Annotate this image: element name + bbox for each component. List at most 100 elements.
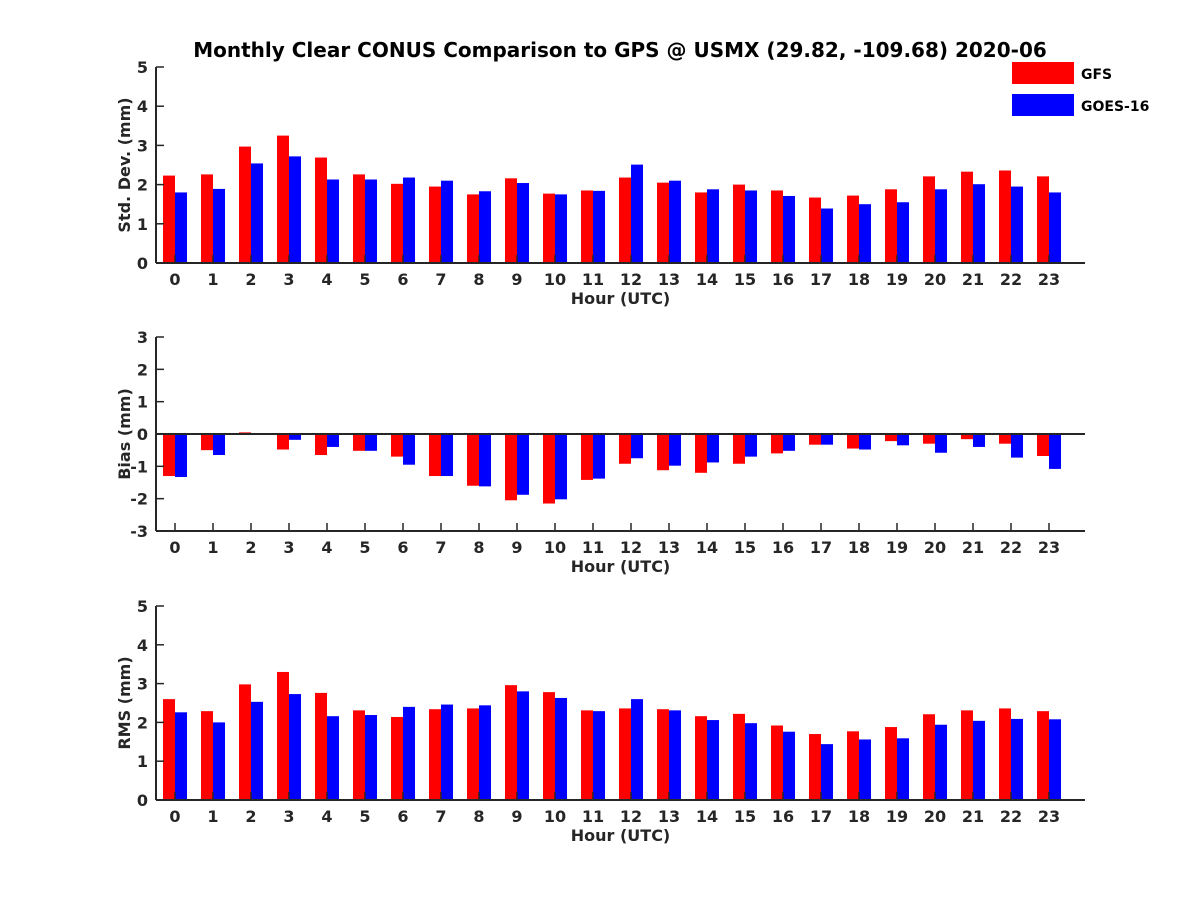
bar-goes16-4 (327, 179, 339, 263)
bar-gfs-18 (847, 434, 859, 449)
bar-gfs-6 (391, 183, 403, 263)
bar-gfs-15 (733, 713, 745, 800)
bar-goes16-8 (479, 191, 491, 263)
bar-goes16-9 (517, 691, 529, 800)
bar-goes16-18 (859, 434, 871, 450)
x-tick-label: 16 (772, 807, 794, 826)
bar-goes16-12 (631, 164, 643, 263)
bar-gfs-21 (961, 171, 973, 263)
x-tick-label: 23 (1038, 538, 1060, 557)
bar-gfs-3 (277, 434, 289, 450)
x-tick-label: 15 (734, 807, 756, 826)
bar-goes16-5 (365, 434, 377, 451)
bar-gfs-5 (353, 174, 365, 263)
bar-gfs-17 (809, 734, 821, 800)
x-tick-label: 6 (397, 807, 408, 826)
bar-goes16-5 (365, 179, 377, 263)
x-tick-label: 1 (207, 538, 218, 557)
bar-goes16-4 (327, 716, 339, 800)
bar-goes16-14 (707, 720, 719, 800)
x-tick-label: 16 (772, 538, 794, 557)
bar-gfs-4 (315, 692, 327, 800)
bar-goes16-16 (783, 434, 795, 451)
bar-goes16-22 (1011, 718, 1023, 800)
bar-gfs-9 (505, 434, 517, 501)
bar-gfs-13 (657, 434, 669, 471)
x-tick-label: 16 (772, 270, 794, 289)
bar-goes16-17 (821, 208, 833, 263)
bar-goes16-16 (783, 195, 795, 263)
x-tick-label: 20 (924, 270, 946, 289)
bar-gfs-17 (809, 197, 821, 263)
bar-goes16-0 (175, 192, 187, 263)
bar-goes16-10 (555, 697, 567, 800)
bar-gfs-23 (1037, 711, 1049, 800)
x-axis-label: Hour (UTC) (571, 289, 671, 308)
y-axis-label: Std. Dev. (mm) (115, 97, 134, 232)
x-tick-label: 23 (1038, 807, 1060, 826)
legend-swatch-goes16 (1012, 94, 1074, 116)
bar-goes16-13 (669, 710, 681, 800)
bar-goes16-2 (251, 163, 263, 263)
bar-goes16-1 (213, 188, 225, 263)
x-tick-label: 18 (848, 270, 870, 289)
x-axis-label: Hour (UTC) (571, 826, 671, 845)
x-tick-label: 19 (886, 807, 908, 826)
bar-goes16-20 (935, 724, 947, 800)
x-tick-label: 9 (511, 270, 522, 289)
bar-goes16-3 (289, 694, 301, 800)
bar-goes16-11 (593, 711, 605, 800)
y-tick-label: 1 (137, 215, 148, 234)
x-tick-label: 8 (473, 270, 484, 289)
bar-gfs-21 (961, 434, 973, 440)
bar-goes16-15 (745, 190, 757, 263)
bar-goes16-21 (973, 184, 985, 263)
x-tick-label: 3 (283, 538, 294, 557)
x-tick-label: 4 (321, 538, 332, 557)
bar-goes16-12 (631, 699, 643, 800)
bar-gfs-9 (505, 685, 517, 800)
x-tick-label: 4 (321, 270, 332, 289)
bar-gfs-18 (847, 195, 859, 263)
bar-gfs-22 (999, 708, 1011, 800)
y-axis-label: RMS (mm) (115, 656, 134, 749)
bar-gfs-12 (619, 434, 631, 464)
y-tick-label: 0 (137, 425, 148, 444)
x-tick-label: 18 (848, 538, 870, 557)
bar-goes16-12 (631, 434, 643, 459)
x-tick-label: 2 (245, 270, 256, 289)
bar-goes16-1 (213, 722, 225, 800)
x-tick-label: 12 (620, 538, 642, 557)
y-tick-label: 4 (137, 97, 148, 116)
x-tick-label: 5 (359, 807, 370, 826)
x-tick-label: 14 (696, 270, 718, 289)
bar-gfs-20 (923, 176, 935, 263)
x-tick-label: 5 (359, 270, 370, 289)
y-tick-label: 2 (137, 360, 148, 379)
bar-gfs-20 (923, 714, 935, 800)
bar-goes16-13 (669, 180, 681, 263)
bar-gfs-11 (581, 190, 593, 263)
bar-goes16-20 (935, 434, 947, 453)
y-tick-label: 3 (137, 675, 148, 694)
bar-goes16-2 (251, 701, 263, 800)
bar-gfs-15 (733, 434, 745, 464)
bar-goes16-18 (859, 739, 871, 800)
x-tick-label: 14 (696, 538, 718, 557)
x-tick-label: 10 (544, 270, 566, 289)
bar-gfs-7 (429, 709, 441, 800)
bar-goes16-8 (479, 705, 491, 800)
bar-goes16-11 (593, 434, 605, 479)
bar-gfs-13 (657, 182, 669, 263)
bar-goes16-0 (175, 712, 187, 800)
y-tick-label: 3 (137, 328, 148, 347)
bar-gfs-13 (657, 709, 669, 800)
bar-gfs-14 (695, 716, 707, 800)
x-tick-label: 17 (810, 270, 832, 289)
x-tick-label: 12 (620, 270, 642, 289)
bar-gfs-16 (771, 434, 783, 454)
x-tick-label: 10 (544, 807, 566, 826)
x-tick-label: 21 (962, 538, 984, 557)
